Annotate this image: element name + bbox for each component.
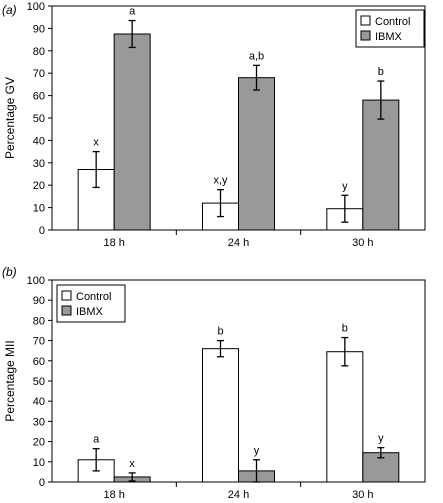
legend: Control IBMX <box>355 9 425 48</box>
panel-label: (a) <box>2 3 17 17</box>
y-tick-label: 70 <box>33 336 45 348</box>
legend-swatch <box>360 15 371 26</box>
y-tick-label: 100 <box>27 275 45 287</box>
bar-control <box>326 351 364 483</box>
y-tick-label: 30 <box>33 416 45 428</box>
significance-label: x,y <box>213 175 228 187</box>
x-tick-label: 24 h <box>228 237 249 249</box>
legend-swatch <box>61 290 72 301</box>
y-tick-label: 0 <box>39 225 45 237</box>
significance-label: x <box>93 137 99 149</box>
x-tick-label: 30 h <box>352 489 373 501</box>
y-tick-label: 40 <box>33 135 45 147</box>
y-tick-label: 100 <box>27 1 45 13</box>
significance-label: b <box>342 323 348 335</box>
significance-label: y <box>378 433 384 445</box>
legend-label: Control <box>76 291 111 303</box>
legend-swatch <box>61 305 72 316</box>
y-tick-label: 70 <box>33 68 45 80</box>
significance-label: a <box>93 434 100 446</box>
y-tick-label: 80 <box>33 315 45 327</box>
significance-label: a,b <box>249 50 264 62</box>
y-tick-label: 90 <box>33 295 45 307</box>
y-tick-label: 50 <box>33 376 45 388</box>
legend-label: Control <box>375 16 410 28</box>
y-tick-label: 80 <box>33 46 45 58</box>
y-tick-label: 20 <box>33 180 45 192</box>
legend-label: IBMX <box>76 306 104 318</box>
chart-panel-1: 0 10 20 30 40 50 60 70 80 90 100 Percentage GV (a) 18… <box>2 1 426 249</box>
bar-control <box>202 348 239 483</box>
y-tick-label: 10 <box>33 203 45 215</box>
y-tick-label: 20 <box>33 437 45 449</box>
significance-label: b <box>217 326 223 338</box>
significance-label: a <box>129 6 136 18</box>
y-tick-label: 90 <box>33 23 45 35</box>
chart-panel-2: 0 10 20 30 40 50 60 70 80 90 100 Percentage MII (b) 1… <box>2 265 426 501</box>
x-tick-label: 18 h <box>103 489 124 501</box>
x-tick-label: 30 h <box>352 237 373 249</box>
legend-swatch <box>360 30 371 41</box>
y-tick-label: 60 <box>33 91 45 103</box>
legend-label: IBMX <box>375 31 403 43</box>
significance-label: b <box>378 66 384 78</box>
significance-label: x <box>129 458 135 470</box>
bar-ibmx <box>238 77 275 231</box>
significance-label: y <box>342 180 348 192</box>
y-tick-label: 10 <box>33 457 45 469</box>
y-axis-label: Percentage GV <box>3 77 17 159</box>
y-tick-label: 40 <box>33 396 45 408</box>
significance-label: y <box>254 445 260 457</box>
y-tick-label: 30 <box>33 158 45 170</box>
y-axis-label: Percentage MII <box>3 340 17 421</box>
x-tick-label: 24 h <box>228 489 249 501</box>
panel-label: (b) <box>2 265 17 279</box>
legend: Control IBMX <box>56 284 126 323</box>
bar-ibmx <box>113 33 151 231</box>
y-tick-label: 50 <box>33 113 45 125</box>
y-tick-label: 0 <box>39 477 45 489</box>
x-tick-label: 18 h <box>103 237 124 249</box>
y-tick-label: 60 <box>33 356 45 368</box>
